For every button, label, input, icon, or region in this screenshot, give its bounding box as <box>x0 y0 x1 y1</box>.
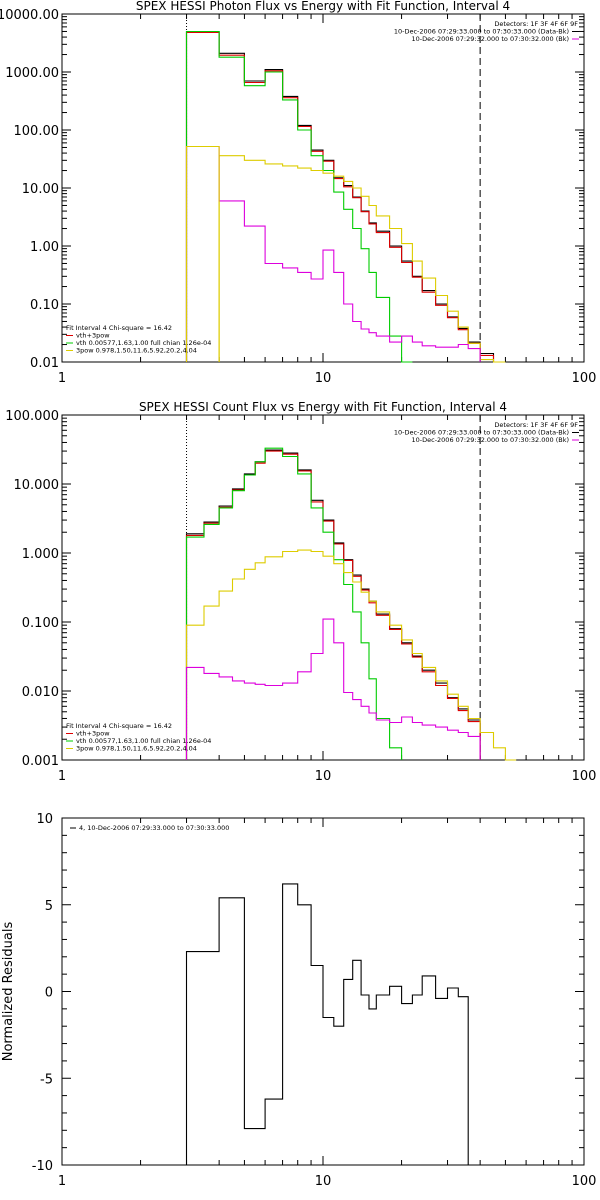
plot-frame <box>61 13 585 363</box>
y-tick-label: -10 <box>32 1159 53 1174</box>
legend-text: 4, 10-Dec-2006 07:29:33.000 to 07:30:33.… <box>79 824 229 832</box>
y-tick-label: 1.00 <box>30 240 59 255</box>
legend-text: Fit Interval 4 Chi-square = 16.42 <box>66 722 172 730</box>
legend-text: vth+3pow <box>76 332 110 340</box>
chart-title: SPEX HESSI Photon Flux vs Energy with Fi… <box>136 0 510 13</box>
series-2-line <box>185 30 413 363</box>
y-tick-label: -5 <box>40 1072 53 1087</box>
y-tick-label: 0.01 <box>30 356 59 371</box>
legend-text: vth+3pow <box>76 730 110 738</box>
plot-frame <box>61 414 585 761</box>
y-tick-label: 10000.00 <box>0 8 59 23</box>
series-0-line <box>185 449 481 760</box>
legend-text: 10-Dec-2006 07:29:32.000 to 07:30:32.000… <box>412 35 570 43</box>
count-flux-panel: SPEX HESSI Count Flux vs Energy with Fit… <box>5 400 596 784</box>
y-tick-label: 5 <box>45 899 53 914</box>
y-tick-label: 10.000 <box>14 478 60 493</box>
y-tick-label: 100.00 <box>14 124 60 139</box>
series-0-line <box>185 30 495 362</box>
x-tick-label: 10 <box>315 1174 332 1189</box>
legend-text: vth 0.00577,1.63,1.00 full chian 1.26e-0… <box>76 339 211 347</box>
x-tick-label: 1 <box>58 1174 66 1189</box>
x-tick-label: 10 <box>315 371 332 386</box>
x-tick-label: 100 <box>572 1174 597 1189</box>
y-axis-label: Normalized Residuals <box>1 922 16 1062</box>
x-tick-label: 1 <box>58 371 66 386</box>
y-tick-label: 0.010 <box>22 685 59 700</box>
legend-text: 10-Dec-2006 07:29:32.000 to 07:30:32.000… <box>412 436 570 444</box>
y-tick-label: 0.100 <box>22 616 59 631</box>
series-3-line <box>218 155 506 363</box>
series-3-line <box>185 549 517 761</box>
legend-text: Fit Interval 4 Chi-square = 16.42 <box>66 324 172 332</box>
chart-title: SPEX HESSI Count Flux vs Energy with Fit… <box>139 400 507 414</box>
y-tick-label: 0.10 <box>30 298 59 313</box>
y-tick-label: 100.000 <box>5 409 59 424</box>
y-tick-label: 0.001 <box>22 754 59 769</box>
legend-text: 10-Dec-2006 07:29:33.000 to 07:30:33.000… <box>394 28 569 36</box>
legend-text: 3pow 0.978,1.50,11.6,5.92,20.2,4.04 <box>76 745 197 753</box>
series-0-line <box>185 883 481 1166</box>
legend-text: vth 0.00577,1.63,1.00 full chian 1.26e-0… <box>76 737 211 745</box>
series-4-line <box>185 618 481 760</box>
series-1-line <box>185 31 495 362</box>
y-tick-label: 1000.00 <box>5 66 59 81</box>
legend-text: Detectors: 1F 3F 4F 6F 9F <box>494 421 578 429</box>
y-tick-label: 10.00 <box>22 182 59 197</box>
series-2-line <box>185 447 403 760</box>
x-tick-label: 100 <box>572 769 597 784</box>
y-tick-label: 0 <box>45 986 53 1001</box>
legend-text: 10-Dec-2006 07:29:33.000 to 07:30:33.000… <box>394 429 569 437</box>
photon-flux-panel: SPEX HESSI Photon Flux vs Energy with Fi… <box>0 0 596 386</box>
y-tick-label: 1.000 <box>22 547 59 562</box>
x-tick-label: 100 <box>572 371 597 386</box>
series-5-line <box>185 145 220 362</box>
legend-text: 3pow 0.978,1.50,11.6,5.92,20.2,4.04 <box>76 347 197 355</box>
y-tick-label: 10 <box>36 812 53 827</box>
residuals-panel: 1 10 100 -10 -5 0 5 10 Normalized Residuals 4, 10… <box>1 812 596 1189</box>
series-4-line <box>185 145 481 362</box>
series-1-line <box>185 450 481 760</box>
x-tick-label: 1 <box>58 769 66 784</box>
legend-text: Detectors: 1F 3F 4F 6F 9F <box>494 20 578 28</box>
x-tick-label: 10 <box>315 769 332 784</box>
